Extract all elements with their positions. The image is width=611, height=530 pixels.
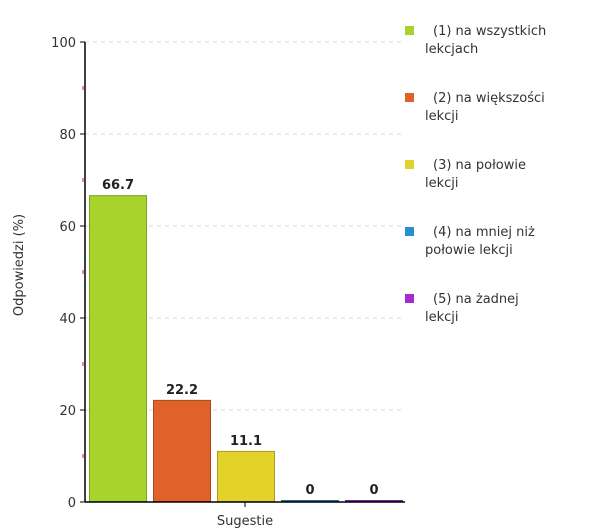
legend-label: lekcji <box>425 109 459 124</box>
bars <box>89 195 403 503</box>
data-label: 11.1 <box>230 434 262 449</box>
legend-label: (5) na żadnej <box>433 292 519 307</box>
legend-label: lekcjach <box>425 42 478 57</box>
legend-swatch <box>405 160 414 169</box>
legend-swatch <box>405 227 414 236</box>
bar-2 <box>153 399 211 502</box>
data-label: 66.7 <box>102 178 134 193</box>
y-tick-labels: 0 20 40 60 80 100 <box>51 36 76 511</box>
legend-label: (3) na połowie <box>433 158 526 173</box>
legend-label: (2) na większości <box>433 91 545 106</box>
bar-1 <box>89 195 147 502</box>
legend: (1) na wszystkich lekcjach (2) na większoś… <box>405 24 546 325</box>
grid-lines <box>85 41 405 411</box>
y-tick-label: 0 <box>68 496 76 511</box>
y-axis-label: Odpowiedzi (%) <box>12 214 27 316</box>
legend-label: lekcji <box>425 310 459 325</box>
data-labels: 66.7 22.2 11.1 0 0 <box>102 178 379 498</box>
legend-swatch <box>405 93 414 102</box>
x-axis-label: Sugestie <box>217 514 273 529</box>
data-label: 0 <box>305 483 314 498</box>
legend-swatch <box>405 294 414 303</box>
legend-label: lekcji <box>425 176 459 191</box>
legend-label: połowie lekcji <box>425 243 513 258</box>
bar-5 <box>345 500 403 502</box>
legend-label: (4) na mniej niż <box>433 225 535 240</box>
y-tick-label: 80 <box>59 128 76 143</box>
data-label: 0 <box>369 483 378 498</box>
y-tick-label: 100 <box>51 36 76 51</box>
y-tick-label: 20 <box>59 404 76 419</box>
y-tick-label: 40 <box>59 312 76 327</box>
bar-3 <box>217 450 275 502</box>
axes <box>80 41 405 507</box>
y-tick-label: 60 <box>59 220 76 235</box>
bar-4 <box>281 500 339 502</box>
data-label: 22.2 <box>166 383 198 398</box>
legend-label: (1) na wszystkich <box>433 24 546 39</box>
legend-swatch <box>405 26 414 35</box>
